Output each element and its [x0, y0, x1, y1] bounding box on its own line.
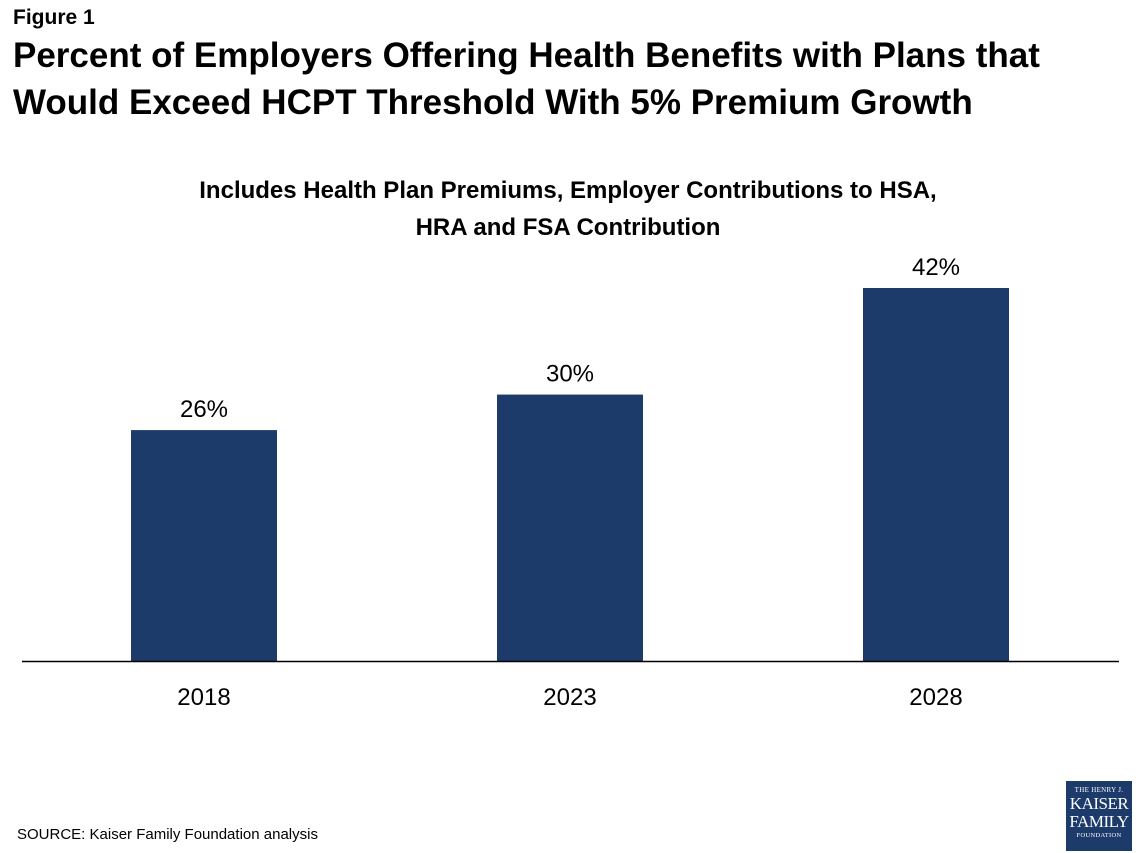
bar-group — [131, 288, 1009, 661]
chart-subtitle-line-1: Includes Health Plan Premiums, Employer … — [199, 177, 937, 204]
x-tick-label-group: 2018 2023 2028 — [177, 684, 962, 711]
source-note: SOURCE: Kaiser Family Foundation analysi… — [17, 826, 318, 843]
kaiser-family-foundation-logo: THE HENRY J. KAISER FAMILY FOUNDATION — [1066, 781, 1132, 851]
data-label-group: 26% 30% 42% — [180, 254, 960, 423]
x-tick-label-2018: 2018 — [177, 684, 230, 711]
data-label-2028: 42% — [912, 254, 960, 281]
bar-2018 — [131, 430, 277, 661]
logo-line-1: THE HENRY J. — [1074, 786, 1124, 794]
chart-title-line-2: Would Exceed HCPT Threshold With 5% Prem… — [13, 83, 973, 122]
figure-label: Figure 1 — [13, 6, 95, 29]
data-label-2018: 26% — [180, 396, 228, 423]
logo-line-2: KAISER — [1069, 794, 1129, 813]
x-tick-label-2023: 2023 — [543, 684, 596, 711]
bar-2023 — [497, 394, 643, 661]
x-tick-label-2028: 2028 — [909, 684, 962, 711]
logo-line-3: FAMILY — [1069, 812, 1129, 831]
bar-2028 — [863, 288, 1009, 661]
data-label-2023: 30% — [546, 361, 594, 388]
chart-subtitle: Includes Health Plan Premiums, Employer … — [0, 172, 1136, 246]
logo-line-4: FOUNDATION — [1076, 832, 1122, 839]
chart-title-line-1: Percent of Employers Offering Health Ben… — [13, 36, 1040, 75]
chart-subtitle-line-2: HRA and FSA Contribution — [415, 214, 721, 241]
chart-title: Percent of Employers Offering Health Ben… — [13, 32, 1123, 126]
